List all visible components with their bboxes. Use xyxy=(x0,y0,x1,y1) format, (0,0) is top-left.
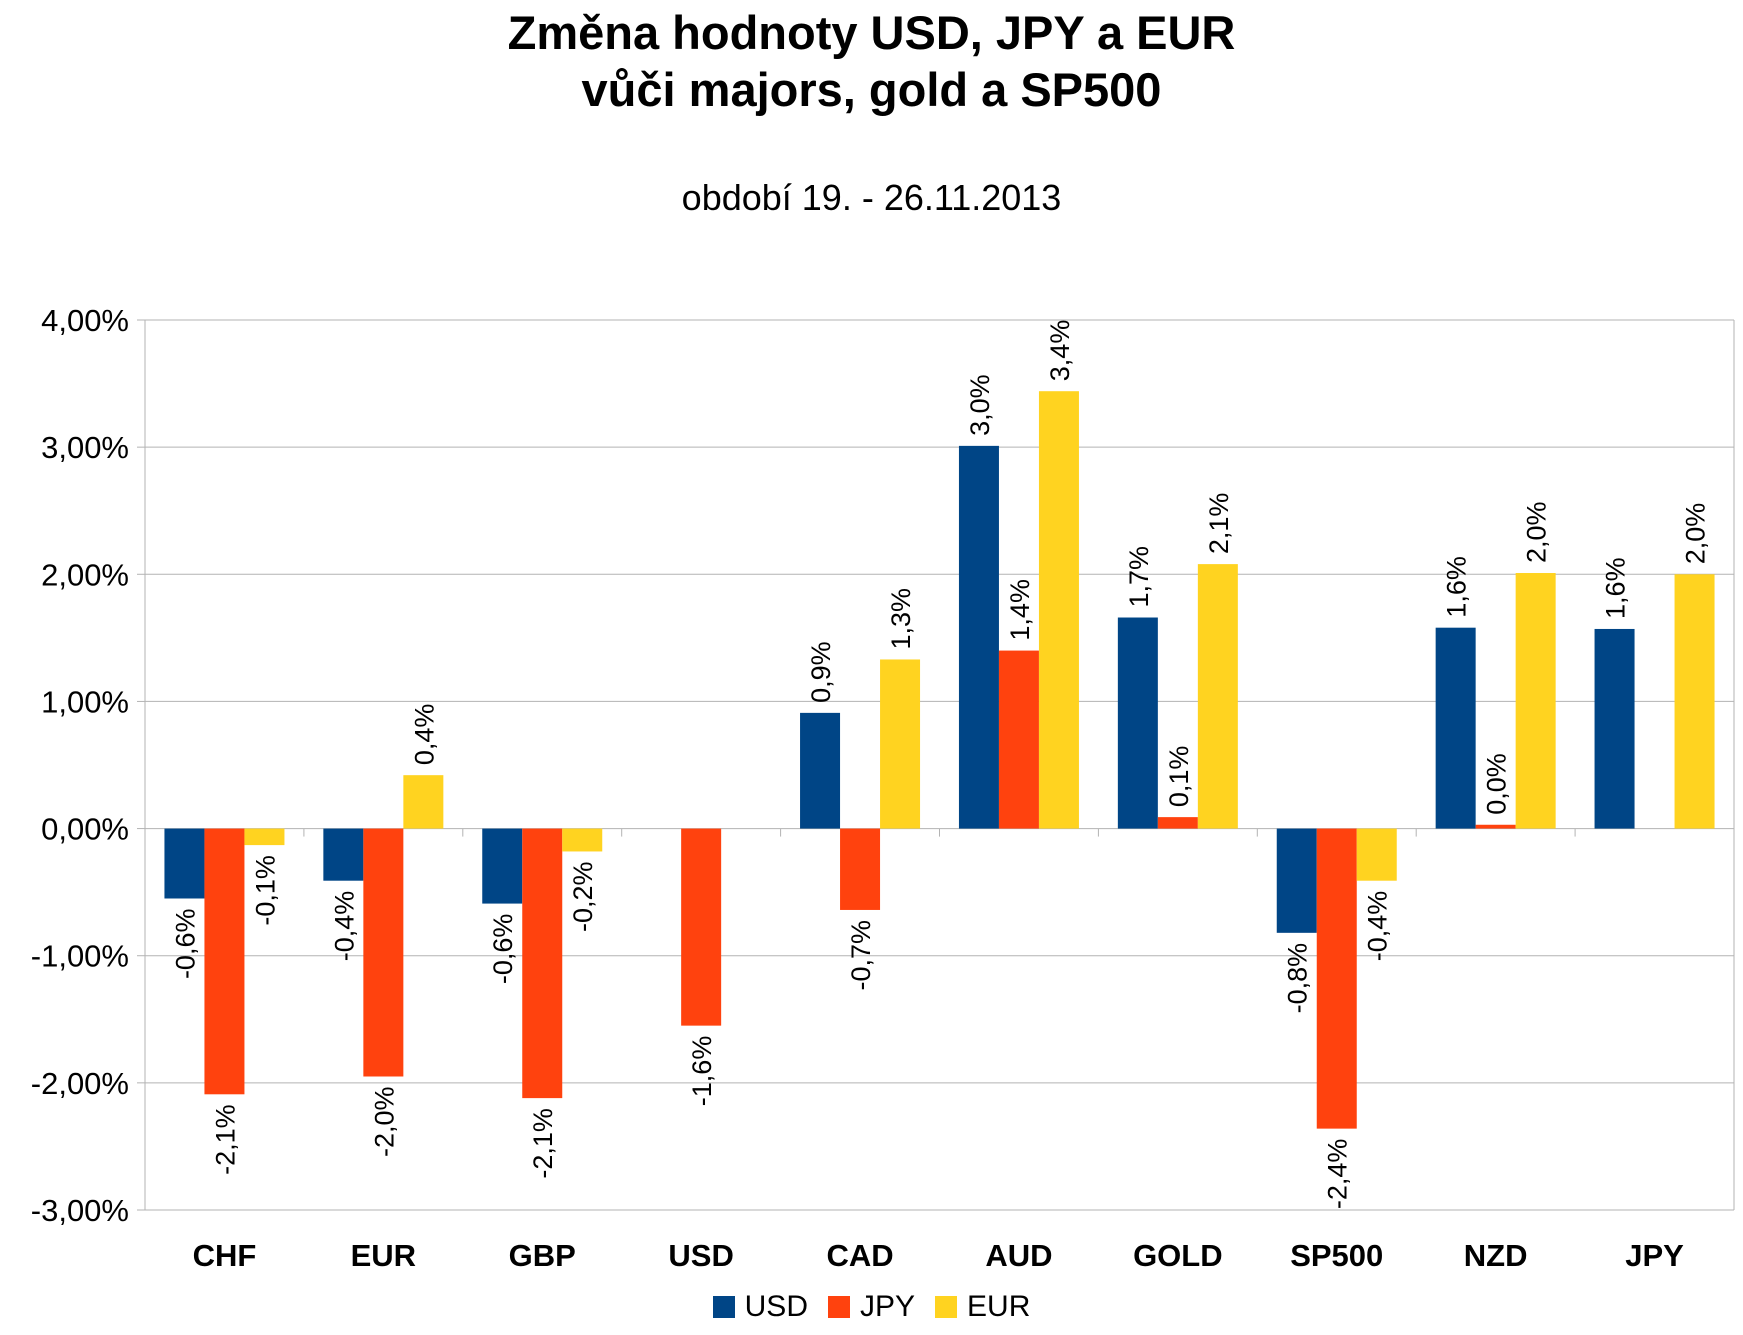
legend: USD JPY EUR xyxy=(0,1290,1743,1324)
x-tick-label: GOLD xyxy=(1133,1238,1223,1273)
bar-jpy-gbp xyxy=(522,828,563,1099)
data-label: -1,6% xyxy=(687,1036,717,1107)
y-tick-label: 1,00% xyxy=(41,684,129,719)
data-label: -0,4% xyxy=(329,891,359,962)
bar-jpy-gold xyxy=(1157,817,1198,829)
bar-jpy-cad xyxy=(840,828,881,910)
bar-jpy-eur xyxy=(363,828,404,1077)
bar-jpy-chf xyxy=(204,828,245,1095)
y-tick-label: 0,00% xyxy=(41,812,129,847)
legend-label: EUR xyxy=(967,1290,1031,1323)
data-label: 3,0% xyxy=(965,374,995,436)
y-tick-label: -3,00% xyxy=(31,1193,129,1228)
data-label: 1,4% xyxy=(1005,579,1035,641)
legend-label: JPY xyxy=(859,1290,916,1323)
chart-title: Změna hodnoty USD, JPY a EUR vůči majors… xyxy=(0,4,1743,118)
data-label: 1,7% xyxy=(1124,546,1154,608)
bar-jpy-usd xyxy=(681,828,722,1026)
data-label: 2,0% xyxy=(1681,503,1711,565)
x-tick-label: JPY xyxy=(1625,1238,1684,1273)
bar-eur-sp500 xyxy=(1356,828,1397,881)
bar-jpy-sp500 xyxy=(1316,828,1357,1129)
bar-jpy-aud xyxy=(998,650,1039,829)
x-tick-label: CHF xyxy=(193,1238,257,1273)
data-label: -0,1% xyxy=(250,855,280,926)
bar-usd-jpy xyxy=(1594,628,1635,829)
x-tick-label: GBP xyxy=(509,1238,576,1273)
bar-eur-chf xyxy=(244,828,285,846)
data-label: -0,4% xyxy=(1363,891,1393,962)
legend-swatch xyxy=(712,1296,735,1318)
y-tick-label: -1,00% xyxy=(31,939,129,974)
data-label: 1,6% xyxy=(1601,557,1631,619)
bar-usd-nzd xyxy=(1435,627,1476,829)
x-tick-label: SP500 xyxy=(1290,1238,1383,1273)
data-label: 3,4% xyxy=(1045,320,1075,382)
data-label: -2,1% xyxy=(528,1108,558,1179)
y-tick-label: 4,00% xyxy=(41,303,129,338)
y-tick-label: 2,00% xyxy=(41,557,129,592)
data-label: -0,8% xyxy=(1283,943,1313,1014)
data-label: 0,4% xyxy=(409,704,439,766)
bar-usd-gold xyxy=(1117,617,1158,829)
bar-jpy-nzd xyxy=(1475,824,1516,829)
x-tick-label: EUR xyxy=(351,1238,416,1273)
data-label: -0,6% xyxy=(488,914,518,985)
y-tick-label: 3,00% xyxy=(41,430,129,465)
chart-title-line-1: Změna hodnoty USD, JPY a EUR xyxy=(507,6,1236,59)
bar-eur-gbp xyxy=(562,828,603,852)
bar-usd-sp500 xyxy=(1276,828,1317,933)
data-label: 0,0% xyxy=(1482,753,1512,815)
legend-item: JPY xyxy=(827,1290,916,1324)
legend-swatch xyxy=(935,1296,958,1318)
data-label: 0,1% xyxy=(1164,746,1194,808)
data-label: -2,0% xyxy=(369,1087,399,1158)
legend-swatch xyxy=(827,1296,850,1318)
data-label: 0,9% xyxy=(806,641,836,703)
bar-eur-jpy xyxy=(1674,574,1715,829)
bar-eur-gold xyxy=(1197,564,1238,829)
x-tick-label: CAD xyxy=(826,1238,893,1273)
data-label: -0,7% xyxy=(846,920,876,991)
data-label: -0,6% xyxy=(170,909,200,980)
legend-label: USD xyxy=(744,1290,808,1323)
bar-usd-eur xyxy=(323,828,364,881)
data-label: 2,1% xyxy=(1204,493,1234,555)
x-tick-label: AUD xyxy=(985,1238,1052,1273)
bar-usd-chf xyxy=(164,828,205,899)
bar-usd-cad xyxy=(800,712,841,829)
data-label: 2,0% xyxy=(1522,501,1552,563)
data-label: -2,4% xyxy=(1323,1139,1353,1210)
bar-eur-aud xyxy=(1038,391,1079,829)
data-label: -0,2% xyxy=(568,861,598,932)
data-label: 1,3% xyxy=(886,588,916,650)
y-tick-label: -2,00% xyxy=(31,1066,129,1101)
bar-usd-gbp xyxy=(482,828,523,904)
bar-eur-nzd xyxy=(1515,573,1556,829)
legend-item: USD xyxy=(712,1290,808,1324)
bar-usd-aud xyxy=(958,445,999,829)
chart-title-line-2: vůči majors, gold a SP500 xyxy=(581,63,1162,116)
legend-item: EUR xyxy=(935,1290,1030,1324)
bar-eur-eur xyxy=(403,775,444,829)
chart-subtitle: období 19. - 26.11.2013 xyxy=(681,177,1062,218)
bar-eur-cad xyxy=(880,659,921,829)
data-label: 1,6% xyxy=(1442,556,1472,618)
data-label: -2,1% xyxy=(210,1104,240,1175)
x-tick-label: USD xyxy=(668,1238,733,1273)
x-tick-label: NZD xyxy=(1464,1238,1528,1273)
